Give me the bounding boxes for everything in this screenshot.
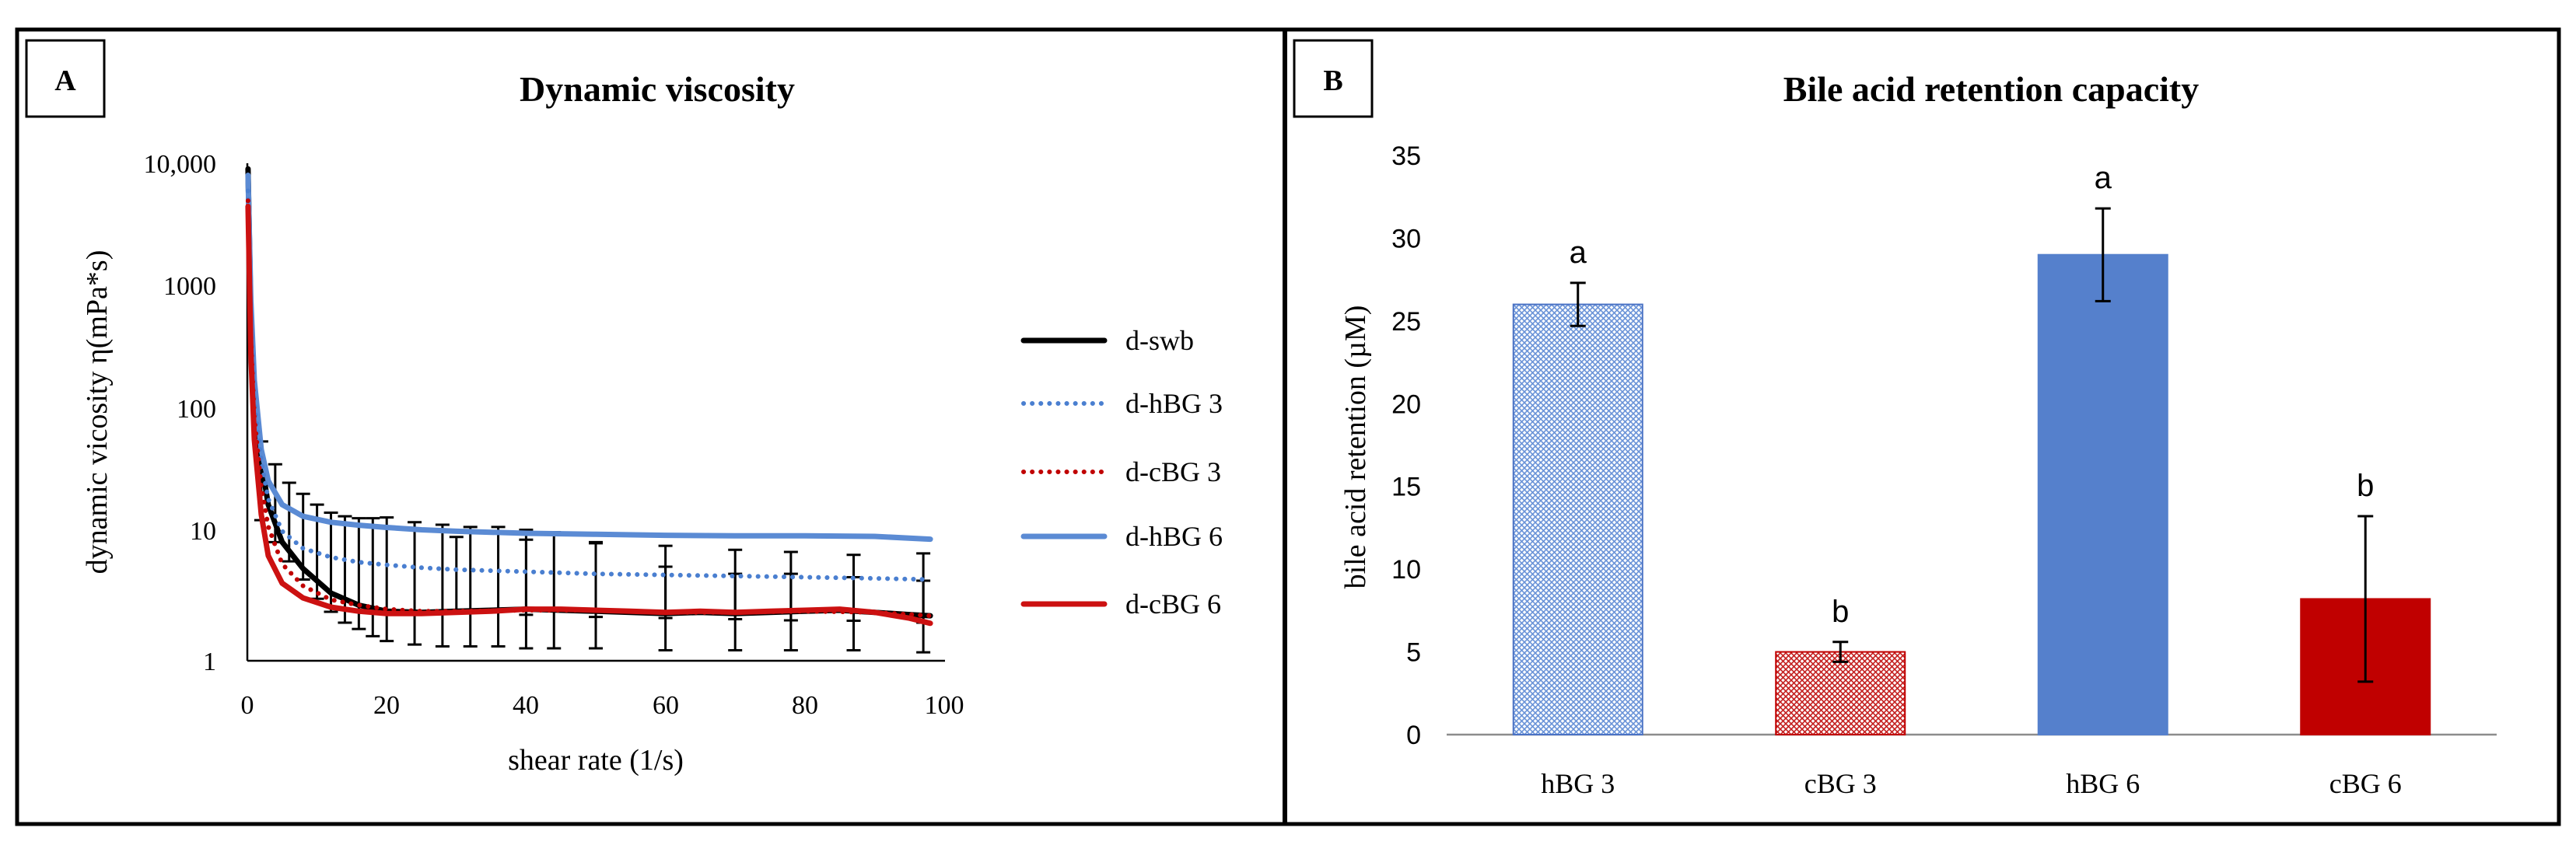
chart-a-error-bar (728, 548, 743, 620)
panel-b: B Bile acid retention capacity 0 5 10 15 20 2… (1293, 39, 2497, 799)
panel-b-label: B (1323, 65, 1342, 97)
chart-b-ytick-label: 20 (1391, 389, 1421, 419)
chart-a-error-bar (338, 515, 352, 624)
chart-a-ylabel: dynamic vicosity η(mPa*s) (81, 250, 114, 574)
legend-item: d-hBG 6 (1020, 521, 1223, 552)
chart-b-title: Bile acid retention capacity (1783, 69, 2199, 109)
chart-b-bar (2037, 253, 2168, 735)
legend-label: d-hBG 6 (1125, 521, 1223, 552)
chart-a-error-bar (491, 526, 506, 648)
chart-a-xtick-label: 60 (653, 691, 679, 720)
chart-b-category-label: cBG 3 (1804, 768, 1877, 799)
legend-item: d-cBG 3 (1021, 456, 1221, 487)
panel-b-label-box (1293, 39, 1374, 118)
chart-a-error-bar (519, 538, 534, 616)
chart-a-error-bar (380, 516, 394, 643)
chart-a-series-line (245, 173, 933, 543)
legend-item: d-cBG 6 (1020, 588, 1221, 620)
panel-a-label-box (25, 39, 106, 118)
chart-b-bar (1512, 303, 1643, 736)
legend-item: d-swb (1020, 325, 1194, 356)
chart-b-category-label: hBG 3 (1541, 768, 1615, 799)
chart-b-error-bar (1832, 641, 1849, 663)
chart-a-series-line (245, 204, 933, 627)
chart-b-significance-letter: b (2357, 469, 2374, 503)
legend-label: d-cBG 6 (1125, 588, 1221, 620)
chart-a-xlabel: shear rate (1/s) (508, 744, 684, 777)
chart-b-error-bar (2357, 515, 2374, 683)
chart-a-ytick-label: 1000 (163, 272, 216, 301)
chart-a-xtick-label: 0 (241, 691, 254, 720)
chart-a-ytick-label: 1 (203, 648, 216, 676)
chart-b-ytick-label: 25 (1391, 307, 1421, 337)
chart-a-ytick-label: 100 (177, 395, 216, 424)
chart-a-error-bar (916, 552, 931, 624)
chart-a-ytick-label: 10,000 (144, 150, 217, 179)
chart-a-error-bar (658, 544, 673, 620)
chart-a-series (245, 166, 933, 627)
chart-b-bars: a b a b (1512, 161, 2431, 736)
chart-b-error-bar (1570, 281, 1586, 327)
chart-b-significance-letter: a (1570, 236, 1587, 270)
legend-item: d-hBG 3 (1021, 388, 1223, 419)
chart-b-ytick-label: 10 (1391, 555, 1421, 585)
chart-a-error-bars (254, 440, 931, 654)
chart-a-error-bar (589, 540, 603, 619)
chart-b-bar (1775, 651, 1906, 735)
chart-b-category-label: hBG 6 (2066, 768, 2140, 799)
chart-a-series-line (245, 166, 933, 619)
chart-b-significance-letter: a (2095, 161, 2112, 195)
legend-label: d-hBG 3 (1125, 388, 1223, 419)
chart-a-error-bar (408, 521, 422, 646)
chart-b-significance-letter: b (1832, 595, 1849, 629)
chart-a-error-bar (463, 526, 478, 648)
chart-b-ytick-label: 15 (1391, 473, 1421, 502)
chart-b-error-bar (2095, 207, 2111, 302)
chart-a-legend: d-swb d-hBG 3 d-cBG 3 d-hBG 6 d-cBG 6 (1020, 325, 1223, 620)
chart-a-xtick-label: 20 (373, 691, 400, 720)
chart-a-series-line (245, 188, 933, 582)
chart-a-series-line (245, 198, 933, 619)
chart-b-ytick-label: 5 (1406, 638, 1421, 668)
chart-b-ytick-label: 30 (1391, 224, 1421, 253)
chart-b-ylabel: bile acid retention (µM) (1339, 306, 1372, 589)
chart-a-error-bar (449, 536, 464, 614)
panel-a-label: A (54, 65, 76, 97)
panel-a: A Dynamic viscosity 10,000 1000 100 10 1… (25, 39, 1223, 777)
chart-b-ytick-label: 0 (1406, 721, 1421, 750)
chart-a-xtick-label: 40 (513, 691, 539, 720)
chart-a-error-bar (547, 531, 562, 650)
chart-a-ytick-label: 10 (190, 517, 216, 546)
chart-a-error-bar (435, 523, 450, 648)
chart-a-xtick-label: 100 (925, 691, 964, 720)
outer-frame (15, 27, 2561, 826)
chart-b-ytick-label: 35 (1391, 141, 1421, 171)
chart-b-category-label: cBG 6 (2329, 768, 2402, 799)
chart-a-xtick-label: 80 (792, 691, 818, 720)
chart-a-error-bar (366, 517, 380, 637)
legend-label: d-swb (1125, 325, 1194, 356)
chart-a-title: Dynamic viscosity (520, 69, 795, 109)
legend-label: d-cBG 3 (1125, 456, 1221, 487)
